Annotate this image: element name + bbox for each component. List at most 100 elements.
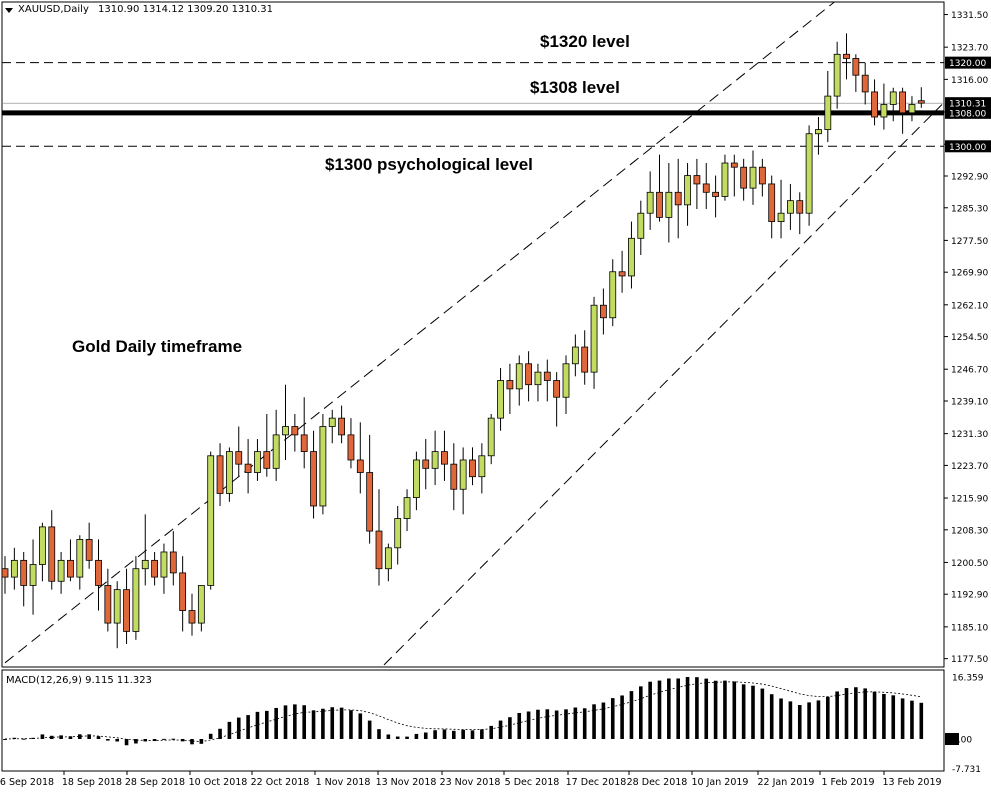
macd-bar [236,717,241,739]
candle-body [712,191,719,197]
x-tick-label: 13 Feb 2019 [882,777,941,788]
candle-body [310,451,317,507]
macd-bar [283,705,288,739]
macd-zero-tag [945,733,959,745]
candle-body [197,585,205,624]
macd-bar [265,710,269,739]
macd-bar [302,705,306,739]
x-tick-label: 28 Sep 2018 [125,777,185,788]
candle-body [833,53,841,97]
macd-bar [162,738,166,740]
macd-bar [115,739,119,742]
macd-bar [330,707,335,739]
macd-bar [218,728,222,739]
macd-bar [751,685,755,739]
candle-body [515,363,523,390]
macd-bar [49,735,54,739]
dropdown-arrow-icon[interactable] [5,8,13,13]
price-tag-label: 1308.00 [949,109,986,119]
candle-body [843,53,850,59]
macd-bar [208,733,213,739]
candle-body [702,183,710,193]
candle-body [665,191,673,218]
candle-body [787,200,794,214]
candle-body [57,559,65,582]
candle-body [319,426,327,507]
price-tag-box [945,140,991,153]
candle-body [328,417,336,427]
candle-body [721,162,729,197]
candle-body [29,564,37,586]
ohlc-readout: 1310.90 1314.12 1309.20 1310.31 [98,4,273,15]
macd-bar [293,704,297,739]
candle-body [216,455,224,494]
x-tick-label: 10 Oct 2018 [189,777,248,788]
macd-bar [498,720,503,739]
macd-y-tick-label: -7.731 [952,765,981,775]
macd-bar [508,717,512,739]
macd-y-tick-label: 0.00 [952,736,972,746]
candle-body [95,559,102,586]
candle-body [581,346,589,373]
y-tick-label: 1231.30 [951,430,988,440]
candle-body [384,547,392,570]
x-tick-label: 23 Nov 2018 [440,777,501,788]
y-tick-label: 1223.70 [951,462,988,472]
x-tick-label: 13 Nov 2018 [376,777,437,788]
candle-body [469,459,476,478]
candle-body [525,363,532,386]
candle-body [656,191,663,218]
candle-body [282,426,289,436]
candle-body [815,129,822,135]
macd-bar [676,678,680,739]
candle-body [543,371,551,381]
candle-body [113,589,121,624]
macd-bar [610,698,615,739]
macd-bar [367,720,372,739]
macd-bar [732,681,737,739]
macd-bar [629,691,634,739]
macd-y-tick-label: 16.359 [952,674,984,684]
candle-body [908,104,916,114]
macd-bar [844,688,849,739]
macd-bar [517,712,522,739]
macd-bar [741,684,746,739]
y-tick-label: 1254.50 [951,333,988,343]
candle-body [244,463,252,473]
candle-body [272,434,280,469]
macd-bar [723,680,727,739]
macd-bar [667,678,671,739]
candle-body [459,459,467,490]
macd-bar [87,734,91,739]
macd-bar [695,677,699,739]
macd-bar [12,737,17,739]
candle-body [824,95,832,130]
macd-bar [395,736,400,739]
candle-body [740,166,748,189]
macd-bar [545,709,550,739]
macd-bar [648,681,652,739]
candle-body [39,526,46,565]
y-tick-label: 1177.50 [951,655,988,665]
x-tick-label: 18 Sep 2018 [62,777,122,788]
x-tick-label: 1 Feb 2019 [821,777,874,788]
candle-body [291,426,299,436]
macd-bar [255,711,260,739]
macd-bar [582,708,587,739]
macd-bar [872,691,877,739]
macd-bar [564,709,568,739]
macd-bar [386,734,391,739]
y-tick-label: 1215.90 [951,495,988,505]
macd-bar [96,736,101,739]
macd-bar [919,702,924,739]
candle-body [48,526,56,582]
candle-body [618,271,626,277]
macd-bar [826,696,830,739]
y-tick-label: 1277.50 [951,237,988,247]
y-tick-label: 1246.70 [951,366,988,376]
channel-line-1 [4,2,836,664]
price-tag-box [945,56,991,69]
y-tick-label: 1331.50 [951,11,988,21]
annotation-1300-level: $1300 psychological level [325,155,533,174]
